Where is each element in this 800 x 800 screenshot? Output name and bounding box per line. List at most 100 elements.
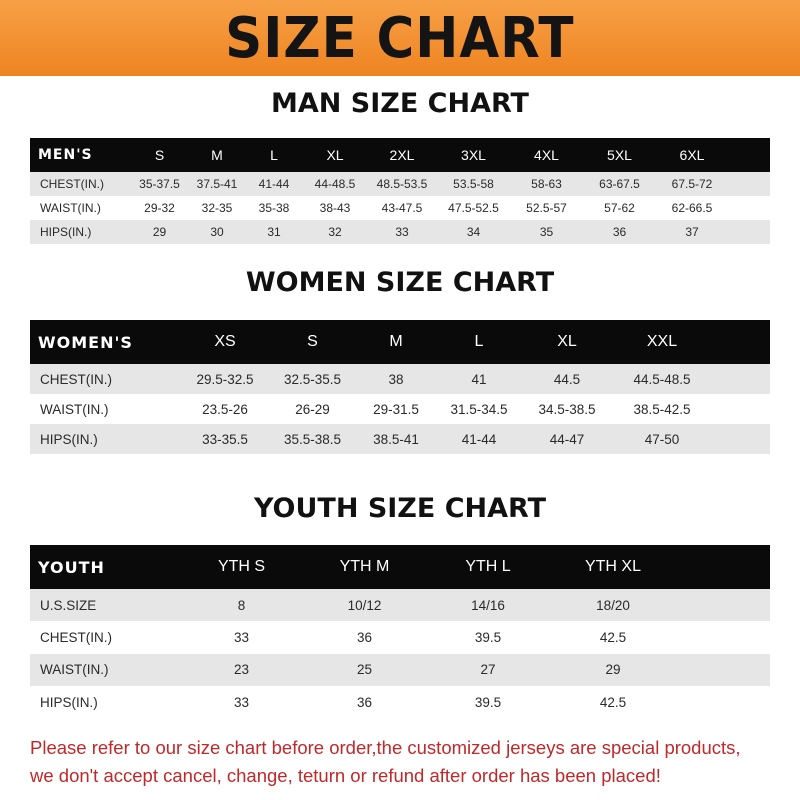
spacer-cell [728, 196, 770, 220]
spacer-cell [711, 424, 770, 454]
spacer-cell [676, 621, 770, 654]
size-header-cell: YTH M [303, 545, 426, 589]
size-header-cell: S [130, 138, 189, 172]
table-cell: 33-35.5 [180, 424, 270, 454]
table-cell: 47-50 [613, 424, 711, 454]
banner: SIZE CHART [0, 0, 800, 76]
size-header-cell: 6XL [656, 138, 728, 172]
spacer-cell [711, 320, 770, 364]
table-cell: 32.5-35.5 [270, 364, 355, 394]
table-cell: 25 [303, 653, 426, 686]
size-header-cell: XS [180, 320, 270, 364]
table-cell: 41 [437, 364, 521, 394]
row-label: WAIST(IN.) [30, 653, 180, 686]
table-cell: 58-63 [510, 172, 583, 196]
table-cell: 43-47.5 [367, 196, 437, 220]
table-cell: 47.5-52.5 [437, 196, 510, 220]
table-cell: 33 [180, 685, 303, 719]
table-row: CHEST(IN.) 35-37.5 37.5-41 41-44 44-48.5 48.5… [30, 172, 770, 196]
table-cell: 41-44 [245, 172, 303, 196]
table-row: HIPS(IN.) 33-35.5 35.5-38.5 38.5-41 41-44 44-… [30, 424, 770, 454]
men-size-table: MEN'S S M L XL 2XL 3XL 4XL 5XL 6XL CHEST(IN.) 35-37… [30, 138, 770, 244]
disclaimer-note: Please refer to our size chart before or… [30, 734, 790, 790]
table-cell: 35-37.5 [130, 172, 189, 196]
table-cell: 33 [367, 220, 437, 244]
spacer-cell [676, 653, 770, 686]
table-cell: 35-38 [245, 196, 303, 220]
row-label: WAIST(IN.) [30, 196, 130, 220]
table-cell: 36 [303, 685, 426, 719]
size-header-cell: S [270, 320, 355, 364]
size-header-cell: M [355, 320, 437, 364]
table-cell: 33 [180, 621, 303, 654]
table-label: MEN'S [30, 138, 130, 172]
header-row: YOUTH YTH S YTH M YTH L YTH XL [30, 545, 770, 589]
table-cell: 53.5-58 [437, 172, 510, 196]
spacer-cell [711, 364, 770, 394]
table-label: YOUTH [30, 545, 180, 589]
table-cell: 44.5-48.5 [613, 364, 711, 394]
spacer-cell [676, 685, 770, 719]
table-cell: 34 [437, 220, 510, 244]
header-row: MEN'S S M L XL 2XL 3XL 4XL 5XL 6XL [30, 138, 770, 172]
table-row: WAIST(IN.) 29-32 32-35 35-38 38-43 43-47.5 47.… [30, 196, 770, 220]
table-cell: 39.5 [426, 685, 550, 719]
table-cell: 26-29 [270, 394, 355, 424]
spacer-cell [711, 394, 770, 424]
table-cell: 29 [550, 653, 676, 686]
banner-title: SIZE CHART [225, 5, 575, 71]
table-cell: 29-31.5 [355, 394, 437, 424]
table-cell: 37.5-41 [189, 172, 245, 196]
size-header-cell: 5XL [583, 138, 656, 172]
header-row: WOMEN'S XS S M L XL XXL [30, 320, 770, 364]
row-label: CHEST(IN.) [30, 172, 130, 196]
table-cell: 52.5-57 [510, 196, 583, 220]
table-cell: 37 [656, 220, 728, 244]
row-label: CHEST(IN.) [30, 621, 180, 654]
note-line-2: we don't accept cancel, change, teturn o… [30, 765, 661, 786]
size-header-cell: 4XL [510, 138, 583, 172]
table-row: HIPS(IN.) 29 30 31 32 33 34 35 36 37 [30, 220, 770, 244]
table-cell: 27 [426, 653, 550, 686]
table-cell: 36 [303, 621, 426, 654]
table-cell: 29 [130, 220, 189, 244]
row-label: HIPS(IN.) [30, 685, 180, 719]
table-cell: 41-44 [437, 424, 521, 454]
row-label: WAIST(IN.) [30, 394, 180, 424]
women-size-table: WOMEN'S XS S M L XL XXL CHEST(IN.) 29.5-32.5 32.5… [30, 320, 770, 454]
table-cell: 42.5 [550, 621, 676, 654]
table-row: HIPS(IN.) 33 36 39.5 42.5 [30, 685, 770, 719]
table-cell: 39.5 [426, 621, 550, 654]
table-cell: 29-32 [130, 196, 189, 220]
table-cell: 48.5-53.5 [367, 172, 437, 196]
table-cell: 31 [245, 220, 303, 244]
size-header-cell: YTH S [180, 545, 303, 589]
table-cell: 57-62 [583, 196, 656, 220]
table-cell: 38.5-41 [355, 424, 437, 454]
women-title: WOMEN SIZE CHART [245, 267, 555, 298]
table-cell: 38-43 [303, 196, 367, 220]
size-header-cell: XXL [613, 320, 711, 364]
table-cell: 18/20 [550, 589, 676, 622]
table-row: WAIST(IN.) 23 25 27 29 [30, 653, 770, 686]
table-cell: 34.5-38.5 [521, 394, 613, 424]
table-cell: 67.5-72 [656, 172, 728, 196]
table-cell: 32-35 [189, 196, 245, 220]
table-row: CHEST(IN.) 33 36 39.5 42.5 [30, 621, 770, 654]
row-label: HIPS(IN.) [30, 220, 130, 244]
table-cell: 23 [180, 653, 303, 686]
table-cell: 35 [510, 220, 583, 244]
spacer-cell [728, 138, 770, 172]
table-cell: 63-67.5 [583, 172, 656, 196]
size-header-cell: 2XL [367, 138, 437, 172]
table-cell: 8 [180, 589, 303, 622]
table-cell: 44-48.5 [303, 172, 367, 196]
table-cell: 62-66.5 [656, 196, 728, 220]
table-cell: 32 [303, 220, 367, 244]
spacer-cell [728, 172, 770, 196]
table-cell: 38.5-42.5 [613, 394, 711, 424]
table-cell: 30 [189, 220, 245, 244]
size-header-cell: YTH L [426, 545, 550, 589]
size-header-cell: XL [521, 320, 613, 364]
size-header-cell: XL [303, 138, 367, 172]
